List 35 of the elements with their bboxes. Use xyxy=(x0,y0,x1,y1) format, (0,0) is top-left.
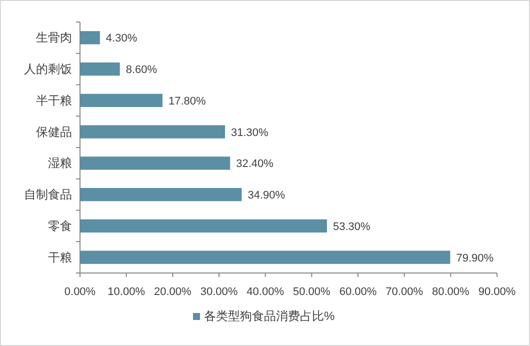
bar xyxy=(80,219,327,233)
x-tick-label: 20.00% xyxy=(154,286,192,298)
data-label: 8.60% xyxy=(126,64,158,76)
x-tick-label: 70.00% xyxy=(386,286,424,298)
x-tick-label: 0.00% xyxy=(64,286,96,298)
bar xyxy=(80,125,226,138)
x-tick-label: 10.00% xyxy=(108,286,146,298)
bar xyxy=(80,31,100,44)
data-label: 4.30% xyxy=(106,32,138,45)
bar xyxy=(80,94,162,108)
legend-label: 各类型狗食品消费占比% xyxy=(204,309,335,323)
bar xyxy=(80,188,242,202)
y-tick-label: 干粮 xyxy=(48,250,72,264)
x-tick-label: 50.00% xyxy=(293,286,331,298)
y-tick-label: 自制食品 xyxy=(24,188,72,202)
x-tick-label: 40.00% xyxy=(246,286,284,298)
x-tick-label: 60.00% xyxy=(339,286,377,298)
x-tick-label: 30.00% xyxy=(200,286,238,298)
bar xyxy=(80,250,450,264)
y-tick-label: 保健品 xyxy=(36,124,72,139)
data-label: 17.80% xyxy=(168,95,206,108)
y-tick-label: 人的剩饭 xyxy=(24,62,72,76)
data-label: 32.40% xyxy=(236,158,274,170)
y-tick-label: 湿粮 xyxy=(48,156,72,170)
x-tick-label: 80.00% xyxy=(432,286,470,298)
data-label: 31.30% xyxy=(231,126,269,139)
bar xyxy=(80,62,120,76)
data-label: 79.90% xyxy=(456,252,494,264)
y-tick-label: 生骨肉 xyxy=(36,30,72,45)
y-tick-label: 零食 xyxy=(48,218,72,233)
x-tick-label: 90.00% xyxy=(478,286,516,298)
bar xyxy=(80,156,230,170)
data-label: 53.30% xyxy=(332,220,370,233)
data-label: 34.90% xyxy=(248,190,286,202)
y-tick-label: 半干粮 xyxy=(36,93,72,108)
